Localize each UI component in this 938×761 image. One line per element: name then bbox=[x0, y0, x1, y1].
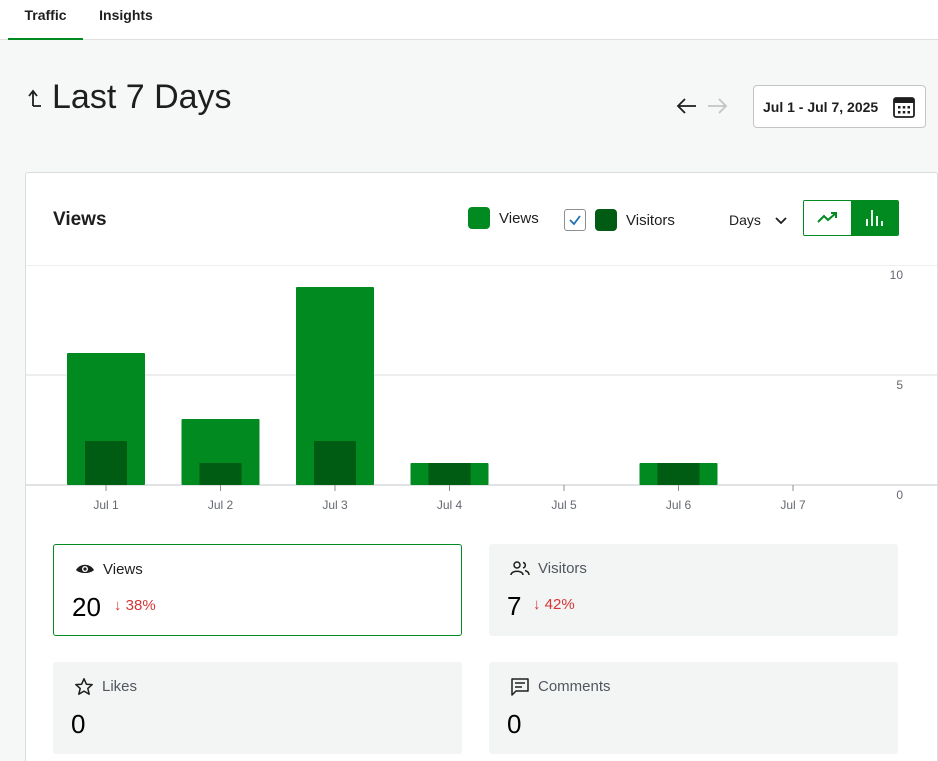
visitors-legend-label: Visitors bbox=[626, 212, 675, 229]
tab-bar: Traffic Insights bbox=[0, 0, 938, 40]
x-tick-label: Jul 6 bbox=[666, 498, 692, 512]
views-change-value: 38% bbox=[125, 597, 156, 614]
visitors-change-value: 42% bbox=[544, 596, 575, 613]
visitors-stat-value: 7 bbox=[507, 591, 522, 621]
views-legend-swatch bbox=[468, 207, 490, 229]
visitors-bar bbox=[428, 463, 471, 485]
arrow-down-icon: ↓ bbox=[533, 596, 541, 613]
comments-stat-label: Comments bbox=[538, 678, 611, 695]
chart-type-toggle bbox=[803, 200, 899, 236]
y-tick-label: 0 bbox=[896, 488, 903, 502]
trending-up-icon bbox=[817, 212, 837, 223]
visitors-bar bbox=[199, 463, 242, 485]
x-tick-label: Jul 3 bbox=[322, 498, 348, 512]
views-stat-value: 20 bbox=[72, 592, 101, 622]
tab-insights[interactable]: Insights bbox=[99, 7, 153, 23]
visitors-stat-change: ↓ 42% bbox=[533, 596, 575, 613]
views-stat-label: Views bbox=[103, 561, 143, 578]
previous-period-arrow-icon[interactable] bbox=[676, 96, 698, 116]
line-chart-button[interactable] bbox=[804, 201, 851, 235]
comments-stat-value: 0 bbox=[507, 709, 522, 739]
star-icon bbox=[75, 678, 93, 695]
x-tick-label: Jul 4 bbox=[437, 498, 463, 512]
likes-stat-label: Likes bbox=[102, 678, 138, 695]
next-period-arrow-icon bbox=[708, 98, 728, 114]
visitors-legend-swatch bbox=[595, 209, 617, 231]
y-tick-label: 5 bbox=[896, 378, 903, 392]
visitors-checkbox[interactable] bbox=[564, 209, 586, 231]
tab-traffic[interactable]: Traffic bbox=[8, 0, 83, 40]
x-tick-label: Jul 1 bbox=[93, 498, 119, 512]
visitors-stat-tile[interactable]: Visitors 7 ↓ 42% bbox=[489, 544, 898, 636]
checkmark-icon bbox=[569, 215, 581, 226]
visitors-bar bbox=[85, 441, 127, 485]
visitors-bar bbox=[657, 463, 700, 485]
period-select[interactable]: Days bbox=[729, 212, 761, 228]
date-range-button[interactable]: Jul 1 - Jul 7, 2025 bbox=[753, 85, 926, 128]
comment-icon bbox=[511, 678, 529, 696]
visitors-stat-label: Visitors bbox=[538, 560, 587, 577]
views-stat-tile[interactable]: Views 20 ↓ 38% bbox=[53, 544, 462, 636]
eye-icon bbox=[76, 564, 94, 573]
back-arrow-icon[interactable] bbox=[26, 86, 46, 110]
bar-chart-icon bbox=[866, 210, 883, 226]
arrow-down-icon: ↓ bbox=[114, 597, 122, 614]
x-tick-label: Jul 7 bbox=[780, 498, 806, 512]
views-bar bbox=[296, 287, 374, 485]
likes-stat-tile[interactable]: Likes 0 bbox=[53, 662, 462, 754]
x-tick-label: Jul 2 bbox=[208, 498, 234, 512]
chart-title: Views bbox=[53, 209, 107, 230]
comments-stat-tile[interactable]: Comments 0 bbox=[489, 662, 898, 754]
y-tick-label: 10 bbox=[890, 268, 904, 282]
date-range-label: Jul 1 - Jul 7, 2025 bbox=[763, 99, 879, 115]
page-title: Last 7 Days bbox=[52, 78, 232, 116]
visitors-bar bbox=[314, 441, 356, 485]
likes-stat-value: 0 bbox=[71, 709, 86, 739]
calendar-icon bbox=[893, 97, 915, 118]
views-stat-change: ↓ 38% bbox=[114, 597, 156, 614]
bar-chart-button[interactable] bbox=[851, 201, 898, 235]
people-icon bbox=[510, 561, 530, 576]
views-bar-chart: 0 5 10 Jul 1 Jul 2 Jul 3 Jul 4 Jul 5 Jul 6 Jul 7 bbox=[26, 265, 937, 512]
chevron-down-icon[interactable] bbox=[775, 217, 787, 225]
views-legend-label: Views bbox=[499, 210, 539, 227]
x-tick-label: Jul 5 bbox=[551, 498, 577, 512]
